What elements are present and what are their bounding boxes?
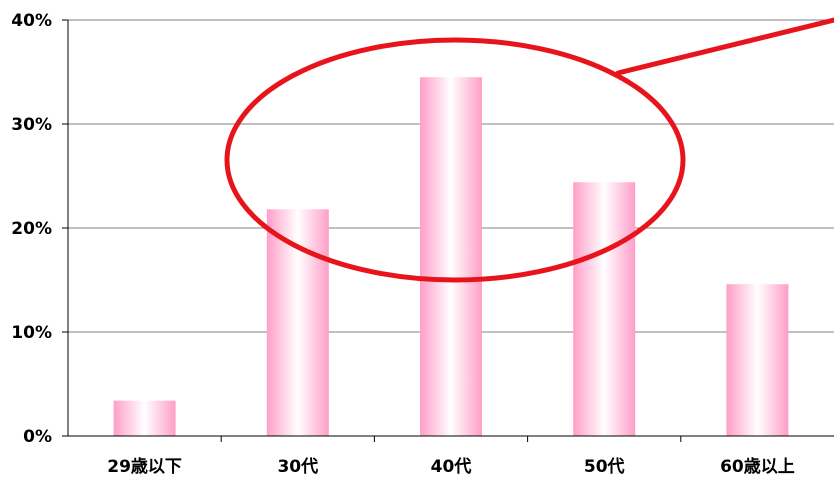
x-tick-label: 29歳以下: [107, 456, 182, 477]
bar: [726, 284, 789, 436]
bars: [113, 77, 789, 436]
y-tick-label: 20%: [11, 219, 52, 239]
y-tick-label: 30%: [11, 115, 52, 135]
callout-line: [615, 17, 834, 76]
y-tick-label: 10%: [11, 323, 52, 343]
x-tick-label: 30代: [277, 456, 318, 477]
y-axis-tick-labels: 0% 10% 20% 30% 40%: [11, 11, 52, 447]
x-axis-tick-labels: 29歳以下 30代 40代 50代 60歳以上: [107, 456, 794, 477]
bar: [420, 77, 482, 436]
axes: [62, 19, 834, 442]
highlight-ellipse: [224, 37, 686, 283]
x-tick-label: 50代: [584, 456, 625, 477]
x-tick-label: 40代: [431, 456, 472, 477]
bar: [266, 209, 329, 436]
highlight-annotation: [224, 17, 834, 283]
y-tick-label: 0%: [23, 427, 52, 447]
x-tick-label: 60歳以上: [720, 456, 795, 477]
bar: [573, 182, 636, 436]
bar: [113, 400, 176, 436]
y-tick-label: 40%: [11, 11, 52, 31]
